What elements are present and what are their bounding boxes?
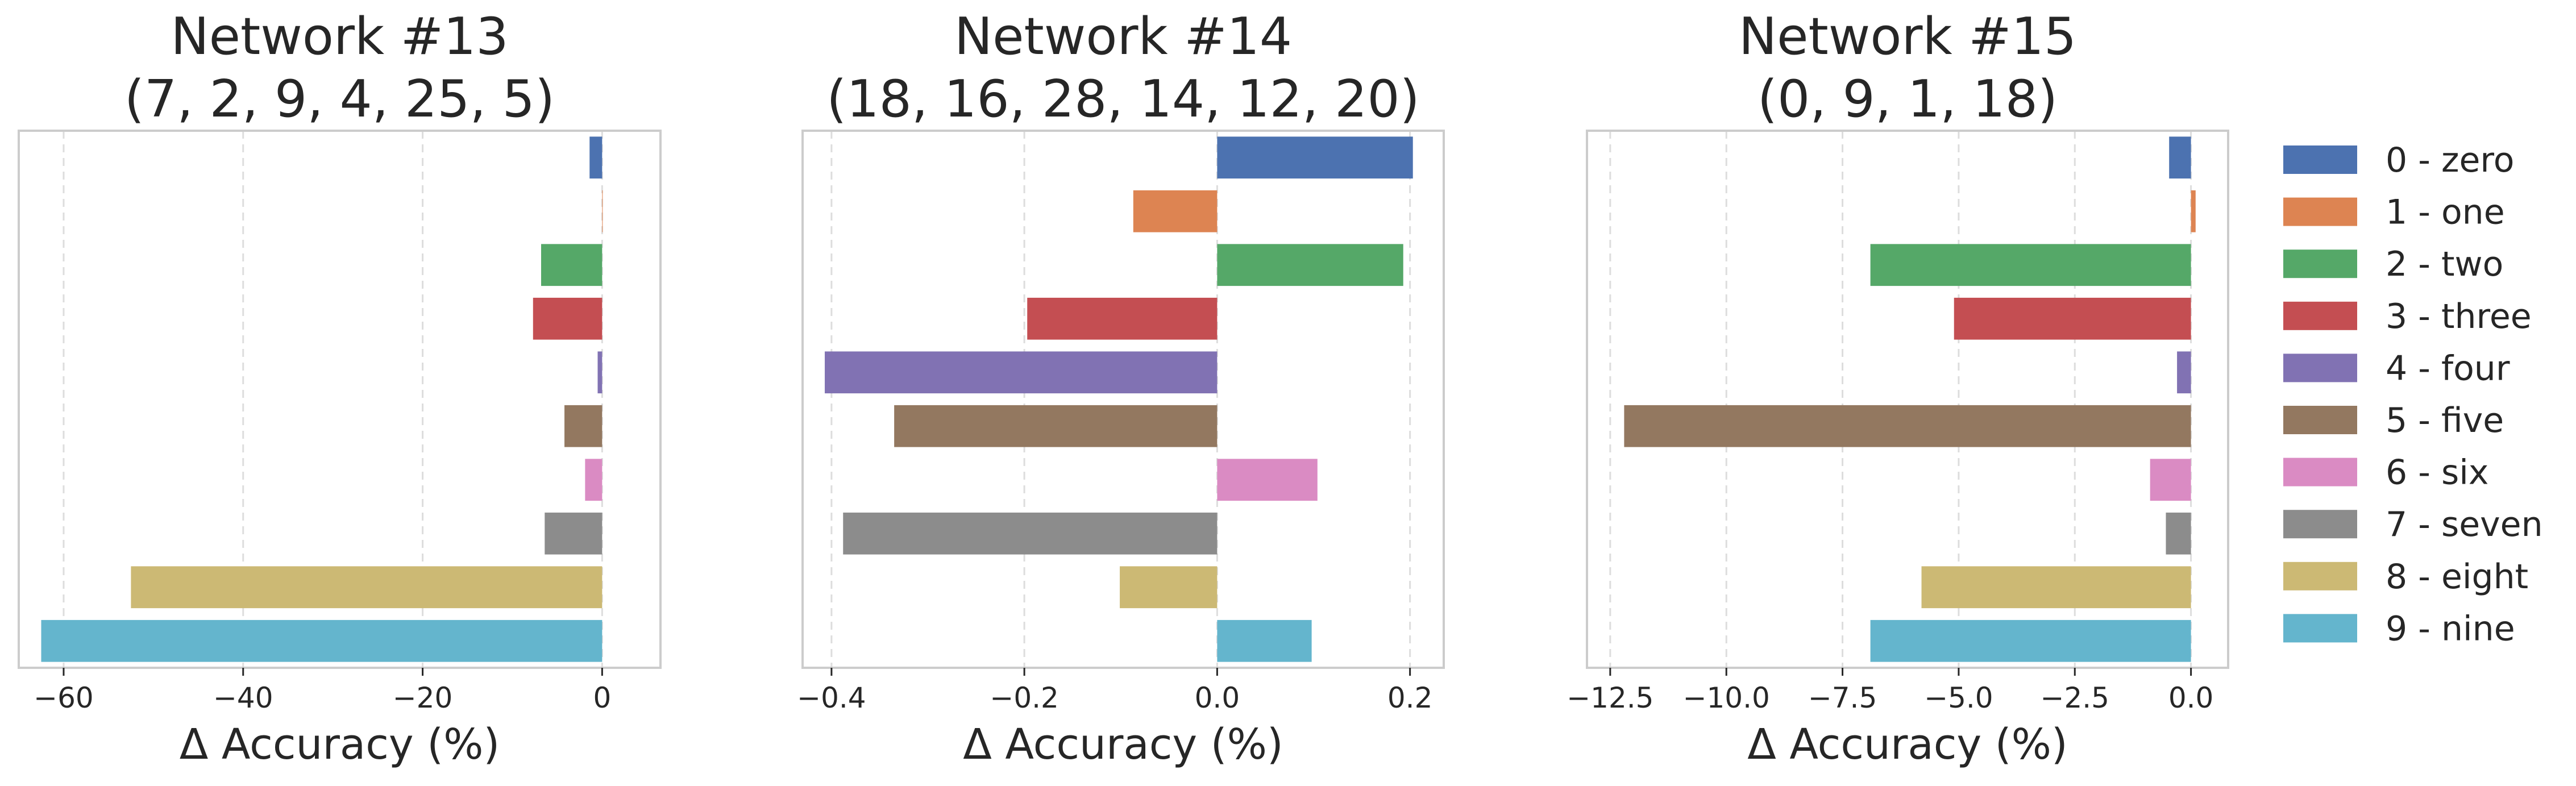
bar-0-zero	[589, 136, 603, 179]
chart-subtitle: (18, 16, 28, 14, 12, 20)	[826, 69, 1419, 129]
legend-item: 7 - seven	[2283, 505, 2543, 544]
bar-7-seven	[2166, 512, 2191, 555]
chart-panel-1: −60 −40 −20 0 Δ Accuracy (%) Network #13(7, 2…	[18, 7, 662, 769]
legend-label: 3 - three	[2386, 297, 2532, 336]
chart-title: Network #13	[171, 7, 508, 66]
x-tick-label: 0	[593, 681, 611, 714]
legend-label: 4 - four	[2386, 348, 2510, 388]
x-tick-label: 0.0	[2168, 681, 2214, 714]
legend-swatch	[2283, 510, 2357, 539]
legend-item: 2 - two	[2283, 244, 2503, 284]
legend-swatch	[2283, 145, 2357, 174]
legend-item: 3 - three	[2283, 297, 2532, 336]
legend-label: 8 - eight	[2386, 557, 2528, 597]
bar-4-four	[597, 351, 603, 394]
bar-5-five	[564, 405, 603, 447]
bar-2-two	[1217, 244, 1403, 286]
legend-swatch	[2283, 562, 2357, 590]
x-tick-label: −0.2	[990, 681, 1058, 714]
legend-swatch	[2283, 614, 2357, 643]
x-tick-label: −20	[393, 681, 453, 714]
bar-1-one	[602, 190, 603, 232]
bar-7-seven	[843, 512, 1218, 555]
legend-swatch	[2283, 458, 2357, 486]
x-tick-label: −0.4	[797, 681, 866, 714]
bar-3-three	[1954, 297, 2191, 340]
bar-1-one	[1133, 190, 1218, 232]
bar-3-three	[1027, 297, 1218, 340]
x-tick-label: −5.0	[1924, 681, 1993, 714]
bar-8-eight	[1921, 566, 2191, 609]
x-axis-label: Δ Accuracy (%)	[180, 720, 500, 769]
x-tick-label: 0.0	[1195, 681, 1240, 714]
x-tick-label: −60	[34, 681, 94, 714]
legend-item: 9 - nine	[2283, 609, 2515, 648]
x-tick-label: −12.5	[1567, 681, 1653, 714]
legend-swatch	[2283, 197, 2357, 226]
axes-frame	[18, 130, 662, 669]
legend-item: 5 - five	[2283, 401, 2504, 440]
bar-6-six	[585, 459, 603, 501]
legend-swatch	[2283, 301, 2357, 330]
bar-4-four	[825, 351, 1218, 394]
bar-6-six	[2150, 459, 2191, 501]
legend-swatch	[2283, 249, 2357, 278]
axes-frame	[1586, 130, 2229, 669]
legend-label: 5 - five	[2386, 401, 2504, 440]
bar-4-four	[2177, 351, 2191, 394]
legend-label: 9 - nine	[2386, 609, 2515, 648]
bar-3-three	[533, 297, 603, 340]
legend-label: 6 - six	[2386, 453, 2488, 493]
x-tick-label: −40	[213, 681, 273, 714]
chart-panel-2: −0.4 −0.2 0.0 0.2 Δ Accuracy (%) Network #14(…	[797, 7, 1445, 769]
bar-1-one	[2191, 190, 2196, 232]
legend-item: 6 - six	[2283, 453, 2488, 493]
bar-5-five	[1624, 405, 2191, 447]
bar-6-six	[1217, 459, 1318, 501]
bar-5-five	[894, 405, 1218, 447]
chart-panel-3: −12.5 −10.0 −7.5 −5.0 −2.5 0.0 Δ Accuracy (%) N…	[1567, 7, 2229, 769]
chart-subtitle: (0, 9, 1, 18)	[1758, 69, 2058, 129]
bar-8-eight	[1120, 566, 1218, 609]
legend-item: 8 - eight	[2283, 557, 2528, 597]
bar-9-nine	[1217, 619, 1312, 662]
legend-item: 0 - zero	[2283, 140, 2514, 180]
legend: 0 - zero 1 - one 2 - two 3 - three 4 - four 5…	[2283, 140, 2543, 648]
legend-label: 7 - seven	[2386, 505, 2543, 544]
axes-frame	[801, 130, 1445, 669]
legend-swatch	[2283, 354, 2357, 382]
chart-title: Network #14	[954, 7, 1292, 66]
legend-item: 1 - one	[2283, 193, 2505, 232]
chart-subtitle: (7, 2, 9, 4, 25, 5)	[124, 69, 555, 129]
bar-2-two	[541, 244, 603, 286]
x-axis-label: Δ Accuracy (%)	[1747, 720, 2068, 769]
bar-7-seven	[545, 512, 603, 555]
legend-label: 1 - one	[2386, 193, 2505, 232]
x-axis-label: Δ Accuracy (%)	[963, 720, 1283, 769]
legend-item: 4 - four	[2283, 348, 2510, 388]
x-tick-label: −7.5	[1808, 681, 1877, 714]
x-tick-label: 0.2	[1387, 681, 1433, 714]
bar-9-nine	[1870, 619, 2191, 662]
chart-title: Network #15	[1739, 7, 2076, 66]
bar-9-nine	[41, 619, 603, 662]
bar-8-eight	[131, 566, 603, 609]
legend-swatch	[2283, 406, 2357, 434]
legend-label: 0 - zero	[2386, 140, 2514, 180]
legend-label: 2 - two	[2386, 244, 2503, 284]
x-tick-label: −10.0	[1683, 681, 1770, 714]
bar-2-two	[1870, 244, 2191, 286]
x-tick-label: −2.5	[2041, 681, 2109, 714]
bar-0-zero	[2169, 136, 2191, 179]
bar-0-zero	[1217, 136, 1413, 179]
